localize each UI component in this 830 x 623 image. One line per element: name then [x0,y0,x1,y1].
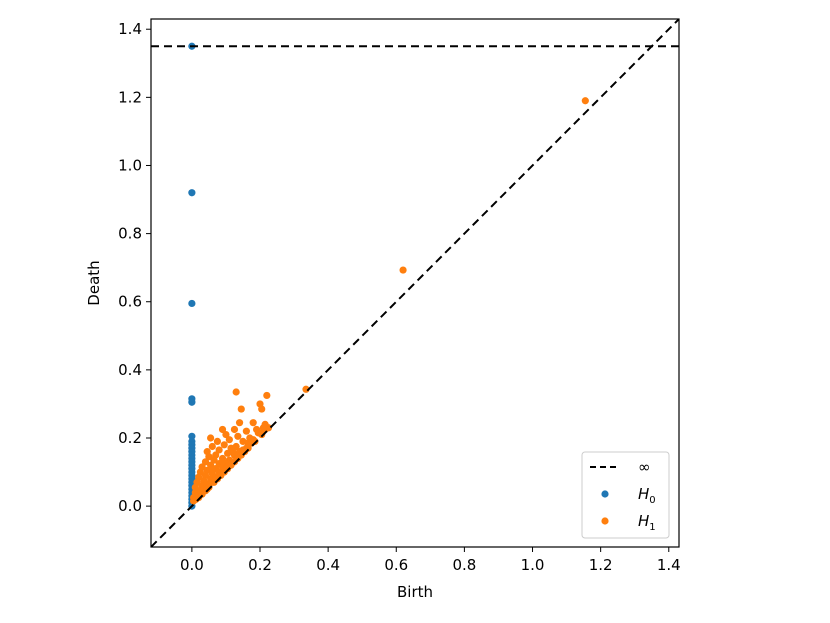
x-axis-label: Birth [397,583,433,601]
point-h0-5 [188,432,196,440]
point-h1-97 [208,465,216,473]
point-h1-6 [258,405,266,413]
y-axis-label: Death [85,260,103,305]
point-h1-23 [220,441,228,449]
x-tick-label-3: 0.6 [384,556,408,574]
legend-infinity-label: ∞ [638,458,651,476]
legend-h0-letter: H [638,485,649,503]
series-h1 [189,97,589,505]
legend-h1-letter: H [638,512,649,530]
series-h0 [188,42,196,510]
point-h1-91 [220,468,228,476]
point-h1-16 [234,432,242,440]
point-h1-93 [253,425,261,434]
legend: ∞ H0 H1 [581,451,670,539]
point-h1-92 [213,475,222,483]
x-tick-label-0: 0.0 [180,556,204,574]
legend-box [581,451,670,539]
ticks-layer: 0.0 0.2 0.4 0.6 0.8 1.0 1.2 1.4 0.0 0.2 0.4 0.6 0.8 1… [118,20,681,574]
point-h1-4 [263,391,271,400]
point-h1-8 [235,419,244,427]
point-h1-96 [218,458,227,466]
point-h1-11 [218,425,227,434]
legend-h0-marker [601,490,609,498]
y-tick-label-2: 0.4 [118,361,142,379]
y-tick-label-6: 1.2 [118,88,142,106]
x-tick-label-7: 1.4 [657,556,681,574]
y-tick-label-0: 0.0 [118,497,142,515]
point-h1-89 [234,454,242,463]
legend-h1-subscript: 1 [649,522,655,533]
legend-h1-label: H1 [638,512,656,533]
y-tick-label-4: 0.8 [118,225,142,243]
y-tick-label-7: 1.4 [118,20,142,38]
point-h1-27 [215,446,223,454]
points-layer [188,42,589,510]
y-tick-label-5: 1.0 [118,156,142,174]
point-h1-15 [222,430,230,439]
lines-layer [151,19,679,547]
point-h1-14 [207,434,215,442]
point-h1-9 [249,419,257,427]
point-h1-94 [259,424,268,432]
legend-h1-marker [601,517,609,525]
y-tick-label-3: 0.6 [118,293,142,311]
point-h0-2 [188,299,196,308]
point-h1-0 [581,97,589,105]
diagonal-line [151,19,679,547]
x-tick-label-4: 0.8 [452,556,476,574]
plot-frame [150,18,680,548]
point-h1-71 [198,490,206,498]
point-h1-88 [241,448,249,456]
point-h1-35 [201,458,210,466]
point-h1-20 [225,436,233,444]
point-h0-1 [188,189,196,197]
point-h1-12 [230,425,239,434]
legend-h0-label: H0 [638,485,656,506]
x-tick-label-6: 1.2 [589,556,613,574]
x-tick-label-1: 0.2 [248,556,272,574]
point-h1-19 [213,437,222,445]
point-h1-30 [205,453,213,461]
point-h1-13 [242,427,250,435]
x-tick-label-2: 0.4 [316,556,340,574]
point-h1-1 [399,266,407,274]
point-h0-4 [188,398,196,406]
point-h1-95 [229,448,237,456]
legend-h0-subscript: 0 [649,495,655,506]
point-h1-72 [203,485,211,493]
point-h1-36 [210,456,218,464]
point-h1-3 [232,388,240,396]
y-tick-label-1: 0.2 [118,429,142,447]
point-h1-90 [227,461,235,469]
point-h1-7 [237,405,245,413]
x-tick-label-5: 1.0 [521,556,545,574]
point-h1-22 [208,442,216,451]
